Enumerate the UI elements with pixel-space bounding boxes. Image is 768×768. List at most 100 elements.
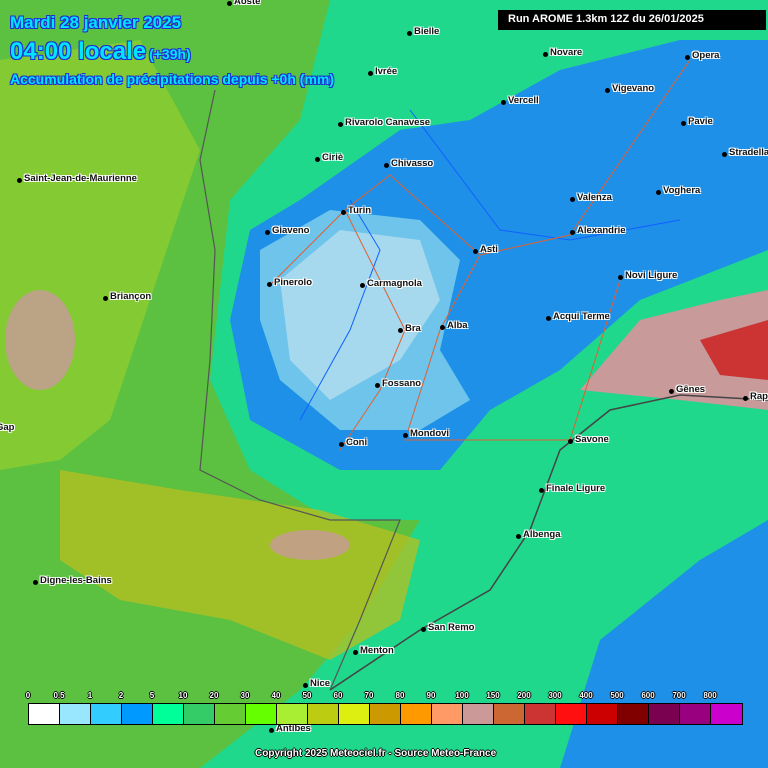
legend-swatch: [308, 704, 339, 724]
coastline: [329, 394, 768, 691]
legend-label: 90: [426, 691, 436, 700]
legend-label: 30: [240, 691, 250, 700]
peak-high-precip: [5, 290, 75, 390]
city-label: Aoste: [226, 0, 260, 7]
city-label: Novi Ligure: [617, 270, 678, 281]
legend-swatch: [29, 704, 60, 724]
legend-label: 60: [333, 691, 343, 700]
legend-swatch: [153, 704, 184, 724]
city-label: Savone: [568, 434, 609, 445]
legend-label: 600: [641, 691, 655, 700]
city-label: Opera: [684, 50, 720, 61]
apennines-precip: [580, 290, 768, 410]
city-label: Stradella: [721, 147, 768, 158]
legend-swatch: [680, 704, 711, 724]
legend-swatch: [618, 704, 649, 724]
po-valley-lightest: [280, 230, 440, 400]
run-label: Run AROME 1.3km 12Z du 26/01/2025: [498, 10, 766, 30]
city-label: Valenza: [570, 192, 612, 203]
legend-label: 0: [25, 691, 31, 700]
city-label: Acqui Terme: [546, 311, 610, 322]
legend-swatch: [91, 704, 122, 724]
city-label: Vigevano: [604, 83, 655, 94]
city-label: Pinerolo: [266, 277, 313, 288]
legend-label: 10: [178, 691, 188, 700]
city-label: Rapallo: [742, 391, 768, 402]
city-label: Gap: [0, 422, 14, 433]
legend-swatch: [370, 704, 401, 724]
legend-swatch: [401, 704, 432, 724]
legend-label: 800: [703, 691, 717, 700]
legend-label: 40: [271, 691, 281, 700]
city-label: Nice: [302, 678, 331, 689]
river: [299, 109, 681, 421]
legend-swatch: [525, 704, 556, 724]
city-label: Carmagnola: [360, 278, 422, 289]
copyright: Copyright 2025 Meteociel.fr - Source Met…: [255, 748, 497, 759]
legend-swatch: [432, 704, 463, 724]
legend-label: 0.5: [53, 691, 65, 700]
legend-swatch: [494, 704, 525, 724]
city-label: Saint-Jean-de-Maurienne: [17, 173, 137, 184]
legend-swatch: [587, 704, 618, 724]
legend-swatch: [463, 704, 494, 724]
city-label: Rivarolo Canavese: [337, 117, 431, 128]
legend-label: 500: [610, 691, 624, 700]
legend-label: 700: [672, 691, 686, 700]
city-label: Novare: [542, 47, 583, 58]
city-label: Fossano: [374, 378, 422, 389]
legend-swatch: [122, 704, 153, 724]
city-label: Menton: [353, 645, 394, 656]
city-label: Albenga: [515, 529, 561, 540]
city-label: Giaveno: [265, 225, 310, 236]
legend-label: 1: [87, 691, 93, 700]
legend-label: 100: [455, 691, 469, 700]
city-label: Antibes: [269, 723, 311, 734]
forecast-date: Mardi 28 janvier 2025: [10, 13, 182, 32]
city-label: Vercell: [501, 95, 539, 106]
legend-swatch: [711, 704, 742, 724]
peak-high-precip: [270, 530, 350, 560]
forecast-time-value: 04:00 locale: [10, 38, 147, 65]
legend-label: 70: [364, 691, 374, 700]
roads: [269, 59, 691, 451]
alps-south-terrain: [60, 470, 420, 660]
city-label: Turin: [340, 205, 372, 216]
legend-label: 50: [302, 691, 312, 700]
city-label: Pavie: [681, 116, 713, 127]
legend-label: 150: [486, 691, 500, 700]
city-label: Alexandrie: [570, 225, 626, 236]
legend-swatch: [339, 704, 370, 724]
city-label: Mondovi: [402, 428, 450, 439]
city-label: Chivasso: [383, 158, 434, 169]
city-label: Voghera: [655, 185, 701, 196]
city-label: Digne-les-Bains: [33, 575, 112, 586]
legend-swatch: [184, 704, 215, 724]
legend-label: 2: [118, 691, 124, 700]
city-label: Asti: [473, 244, 498, 255]
city-label: San Remo: [420, 622, 475, 633]
legend-swatch: [60, 704, 91, 724]
city-label: Alba: [440, 320, 468, 331]
legend-swatch: [246, 704, 277, 724]
legend-swatch: [649, 704, 680, 724]
lead-time: (+39h): [149, 46, 191, 62]
city-label: Ciriè: [314, 152, 344, 163]
legend-swatch: [277, 704, 308, 724]
city-label: Coni: [338, 437, 368, 448]
city-label: Briançon: [102, 291, 152, 302]
city-label: Bra: [398, 323, 421, 334]
color-legend: [28, 703, 743, 725]
legend-swatch: [215, 704, 246, 724]
legend-swatch: [556, 704, 587, 724]
legend-label: 400: [579, 691, 593, 700]
legend-label: 300: [548, 691, 562, 700]
city-label: Gênes: [668, 384, 706, 395]
legend-label: 80: [395, 691, 405, 700]
legend-label: 20: [209, 691, 219, 700]
forecast-time: 04:00 locale (+39h): [10, 38, 191, 66]
parameter-title: Accumulation de précipitations depuis +0…: [10, 71, 334, 87]
city-label: Finale Ligure: [538, 483, 606, 494]
apennines-peak: [700, 320, 768, 380]
